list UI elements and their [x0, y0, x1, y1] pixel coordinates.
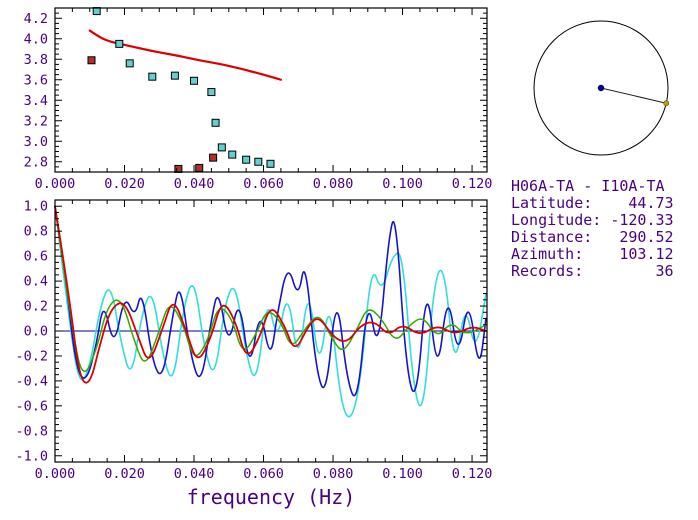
svg-text:0.060: 0.060 — [243, 176, 284, 192]
azimuth-line: Azimuth: 103.12 — [511, 245, 674, 263]
svg-text:0.120: 0.120 — [452, 176, 493, 192]
accepted-measurements-series — [92, 7, 275, 168]
waveform-chart: 0.000 0.020 0.040 0.060 0.080 0.100 0.120 -1.0 -… — [15, 199, 492, 509]
station-info-panel: H06A-TA - I10A-TA Latitude: 44.73 Longit… — [511, 178, 674, 280]
svg-text:0.6: 0.6 — [24, 249, 48, 265]
trace-green-series — [54, 205, 487, 373]
svg-text:0.080: 0.080 — [313, 466, 354, 482]
svg-text:4.0: 4.0 — [24, 31, 48, 47]
svg-text:0.0: 0.0 — [24, 324, 48, 340]
station-center-dot — [597, 84, 605, 92]
svg-text:0.100: 0.100 — [382, 176, 423, 192]
azimuth-ray — [600, 87, 667, 104]
svg-text:0.000: 0.000 — [35, 466, 76, 482]
svg-text:0.020: 0.020 — [104, 176, 145, 192]
trace-cyan-series — [54, 205, 487, 418]
svg-text:3.4: 3.4 — [24, 93, 48, 109]
svg-text:3.8: 3.8 — [24, 52, 48, 68]
svg-text:2.8: 2.8 — [24, 154, 48, 170]
svg-text:3.2: 3.2 — [24, 113, 48, 129]
rejected-measurements-series — [87, 56, 218, 173]
circle-outline — [533, 20, 669, 156]
svg-text:0.100: 0.100 — [382, 466, 423, 482]
svg-text:4.2: 4.2 — [24, 11, 48, 27]
svg-text:-0.6: -0.6 — [15, 398, 48, 414]
svg-text:-0.2: -0.2 — [15, 348, 48, 364]
plot-frame — [54, 7, 488, 173]
svg-text:0.4: 0.4 — [24, 274, 48, 290]
svg-text:0.000: 0.000 — [35, 176, 76, 192]
svg-text:-1.0: -1.0 — [15, 448, 48, 464]
azimuth-circle — [533, 20, 670, 156]
station-pair-title: H06A-TA - I10A-TA — [511, 177, 665, 195]
distance-line: Distance: 290.52 — [511, 228, 674, 246]
svg-text:frequency (Hz): frequency (Hz) — [187, 485, 356, 509]
trace-blue-series — [54, 205, 487, 397]
svg-text:-0.8: -0.8 — [15, 423, 48, 439]
svg-text:0.040: 0.040 — [174, 466, 215, 482]
svg-text:0.080: 0.080 — [313, 176, 354, 192]
svg-text:3.0: 3.0 — [24, 134, 48, 150]
svg-text:1.0: 1.0 — [24, 199, 48, 215]
longitude-line: Longitude: -120.33 — [511, 211, 674, 229]
records-line: Records: 36 — [511, 262, 674, 280]
svg-text:0.2: 0.2 — [24, 299, 48, 315]
svg-text:0.020: 0.020 — [104, 466, 145, 482]
dispersion-chart: 0.000 0.020 0.040 0.060 0.080 0.100 0.120 2.8 3.… — [24, 7, 493, 192]
svg-text:0.060: 0.060 — [243, 466, 284, 482]
trace-red-series — [54, 205, 487, 384]
svg-text:0.120: 0.120 — [452, 466, 493, 482]
svg-text:-0.4: -0.4 — [15, 373, 48, 389]
svg-text:3.6: 3.6 — [24, 72, 48, 88]
svg-text:0.040: 0.040 — [174, 176, 215, 192]
reference-dispersion-curve-series — [88, 29, 283, 81]
azimuth-endpoint-dot — [663, 100, 670, 107]
svg-text:0.8: 0.8 — [24, 224, 48, 240]
latitude-line: Latitude: 44.73 — [511, 194, 674, 212]
